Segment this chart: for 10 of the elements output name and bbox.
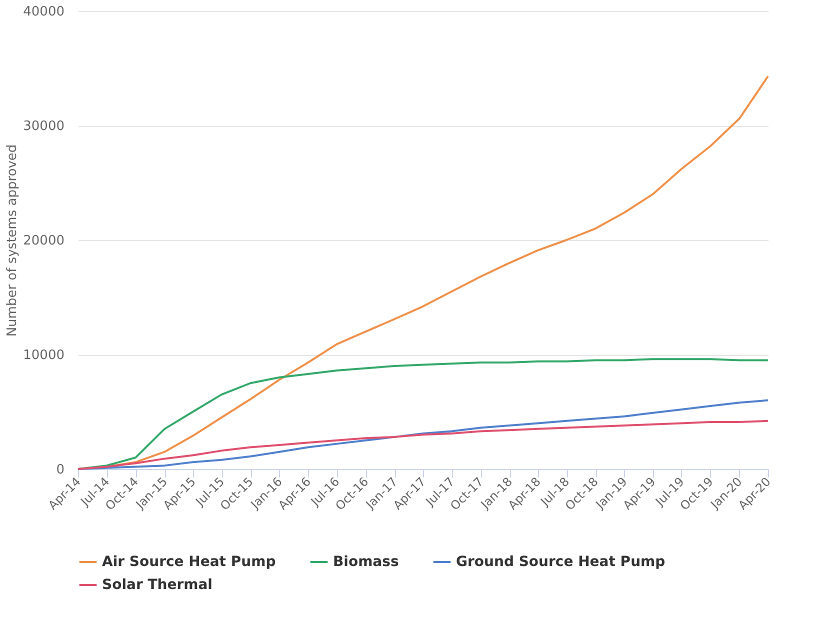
y-tick-label: 20000 — [23, 234, 64, 248]
legend-label: Biomass — [333, 554, 399, 570]
y-tick-label: 30000 — [23, 119, 64, 134]
y-tick-label: 0 — [56, 462, 64, 478]
y-axis-title: Number of systems approved — [5, 144, 20, 337]
legend-label: Air Source Heat Pump — [102, 554, 276, 570]
legend-label: Solar Thermal — [102, 577, 212, 593]
y-tick-label: 10000 — [23, 348, 64, 363]
y-tick-label: 40000 — [23, 4, 64, 20]
legend-label: Ground Source Heat Pump — [456, 554, 666, 570]
